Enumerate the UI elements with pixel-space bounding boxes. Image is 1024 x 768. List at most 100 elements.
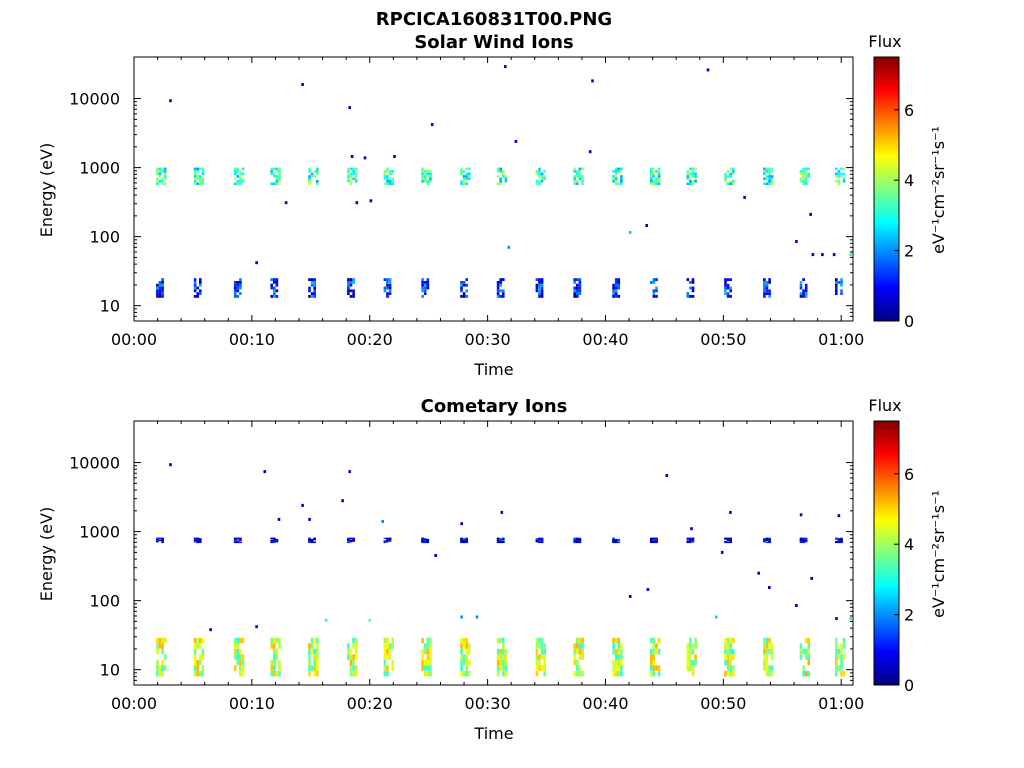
flux-cell (386, 654, 389, 660)
flux-cell (694, 175, 697, 178)
flux-cell (578, 283, 582, 287)
flux-cell (462, 283, 466, 287)
flux-cell (691, 643, 695, 649)
flux-cell (689, 541, 692, 544)
flux-cell (273, 637, 276, 644)
flux-cell (691, 537, 695, 540)
flux-cell (620, 654, 623, 660)
flux-cell (686, 665, 690, 671)
flux-cell (612, 538, 615, 541)
flux-cell (614, 295, 618, 298)
flux-cell (310, 665, 314, 671)
flux-cell (193, 643, 197, 649)
flux-cell (383, 172, 387, 176)
flux-cell (652, 648, 656, 655)
flux-cell (310, 637, 314, 644)
flux-point (368, 618, 371, 622)
flux-cell (239, 182, 242, 185)
flux-cell (349, 537, 353, 540)
flux-cell (462, 175, 466, 178)
flux-cell (724, 175, 727, 178)
flux-cell (161, 643, 164, 649)
flux-point (706, 68, 710, 72)
flux-cell (233, 292, 237, 295)
flux-cell (540, 637, 544, 644)
flux-point (169, 99, 172, 103)
flux-cell (840, 167, 843, 171)
flux-cell (273, 172, 276, 176)
flux-cell (193, 177, 197, 180)
flux-cell (429, 654, 432, 660)
flux-cell (612, 177, 615, 180)
flux-cell (239, 541, 242, 544)
flux-cell (275, 654, 279, 660)
flux-cell (383, 665, 387, 671)
flux-cell (652, 289, 656, 293)
flux-cell (837, 182, 841, 185)
flux-cell (650, 170, 653, 173)
flux-cell (352, 659, 355, 666)
flux-cell (578, 278, 582, 281)
flux-cell (429, 172, 432, 176)
colorbar-gradient (873, 420, 900, 686)
flux-cell (496, 175, 500, 178)
flux-cell (236, 175, 240, 178)
flux-cell (278, 637, 281, 644)
flux-cell (729, 175, 732, 178)
flux-cell (538, 295, 541, 298)
flux-cell (233, 539, 237, 542)
flux-cell (275, 170, 279, 173)
flux-cell (199, 175, 202, 178)
flux-cell (201, 177, 205, 180)
flux-cell (729, 172, 732, 176)
flux-cell (196, 643, 199, 649)
flux-cell (765, 648, 769, 655)
flux-cell (383, 170, 387, 173)
flux-cell (388, 286, 392, 290)
flux-cell (239, 180, 242, 183)
flux-cell (386, 175, 389, 178)
flux-cell (233, 637, 237, 644)
flux-cell (840, 643, 843, 649)
flux-cell (354, 637, 358, 644)
flux-cell (650, 182, 653, 185)
flux-point (209, 628, 212, 632)
flux-cell (724, 643, 727, 649)
flux-cell (657, 670, 661, 677)
flux-cell (835, 283, 838, 287)
flux-cell (502, 278, 505, 281)
flux-cell (386, 177, 389, 180)
flux-cell (496, 541, 500, 544)
flux-cell (837, 172, 841, 176)
flux-cell (352, 665, 355, 671)
flux-cell (496, 659, 500, 666)
flux-cell (429, 177, 432, 180)
flux-point (434, 554, 437, 557)
flux-point (837, 514, 841, 518)
flux-cell (386, 283, 389, 287)
flux-cell (310, 540, 314, 543)
flux-cell (270, 537, 273, 540)
flux-cell (763, 167, 766, 171)
flux-cell (386, 278, 389, 281)
flux-cell (201, 670, 205, 677)
flux-cell (576, 537, 579, 540)
flux-cell (161, 182, 164, 185)
flux-cell (726, 665, 730, 671)
flux-cell (543, 670, 546, 677)
flux-cell (770, 182, 774, 185)
flux-cell (499, 167, 502, 171)
flux-cell (691, 670, 695, 677)
flux-cell (349, 654, 353, 660)
flux-cell (313, 292, 316, 295)
flux-cell (729, 659, 732, 666)
flux-cell (543, 659, 546, 666)
flux-cell (535, 289, 539, 293)
flux-cell (421, 659, 424, 666)
flux-cell (391, 637, 394, 644)
flux-cell (504, 659, 508, 666)
flux-cell (729, 286, 732, 290)
flux-cell (835, 648, 838, 655)
flux-cell (499, 180, 502, 183)
flux-cell (349, 295, 353, 298)
